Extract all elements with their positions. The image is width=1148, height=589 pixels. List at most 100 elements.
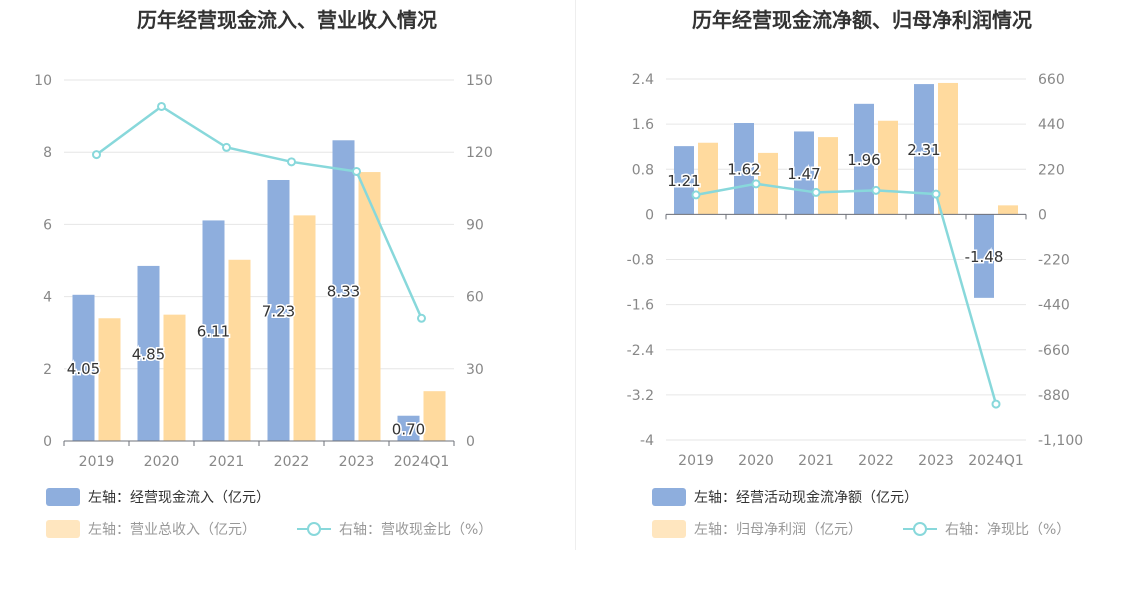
bar-secondary	[998, 205, 1018, 215]
y-tick-label-left: -1.6	[627, 298, 654, 314]
legend-swatch-bar-icon	[652, 520, 686, 538]
series-line	[695, 182, 998, 405]
bar-secondary	[698, 142, 718, 215]
y-tick-label-left: 10	[34, 73, 52, 89]
y-tick-label-right: 0	[1038, 207, 1047, 223]
x-tick-label: 2021	[209, 454, 245, 470]
bar-secondary	[228, 259, 251, 441]
line-point	[222, 142, 231, 152]
bar-secondary	[878, 120, 898, 215]
bar-primary	[854, 103, 874, 215]
y-tick-label-left: 0.8	[632, 162, 654, 178]
y-tick-label-left: -4	[640, 433, 654, 449]
bar-secondary	[293, 215, 316, 441]
x-tick-label: 2022	[274, 454, 310, 470]
y-tick-label-left: 8	[43, 145, 52, 161]
bar-primary	[72, 294, 95, 441]
y-tick-label-left: -2.4	[627, 343, 654, 359]
legend-item-series-1[interactable]: 左轴：归母净利润（亿元）	[652, 519, 862, 539]
line-point	[92, 150, 101, 160]
x-tick-label: 2020	[144, 454, 180, 470]
chart-panel-left: 历年经营现金流入、营业收入情况 0 2 4 6 8 10 0 30 60 90 120 150 2019…	[34, 8, 493, 539]
x-tick-label: 2021	[798, 453, 834, 469]
y-tick-label-left: 4	[43, 290, 52, 306]
x-tick-label: 2024Q1	[394, 454, 450, 470]
x-tick-label: 2022	[858, 453, 894, 469]
data-label: 6.11	[197, 323, 230, 341]
line-point	[352, 166, 361, 176]
bar-primary	[974, 214, 994, 298]
bar-primary	[734, 122, 754, 215]
line-point	[417, 313, 426, 323]
x-tick-label: 2019	[678, 453, 714, 469]
y-tick-label-right: 440	[1038, 117, 1065, 133]
bar-primary	[914, 84, 934, 215]
chart-title: 历年经营现金流入、营业收入情况	[137, 8, 437, 32]
data-label: 1.21	[667, 172, 700, 190]
bar-secondary	[358, 172, 381, 441]
y-tick-label-left: -0.8	[627, 253, 654, 269]
y-tick-label-left: 1.6	[632, 117, 654, 133]
legend-item-series-2[interactable]: 右轴：净现比（%）	[903, 519, 1070, 539]
y-tick-label-left: 2	[43, 362, 52, 378]
legend-item-series-0[interactable]: 左轴：经营活动现金流净额（亿元）	[652, 487, 918, 507]
y-tick-label-left: 2.4	[632, 72, 654, 88]
x-tick-label: 2023	[339, 454, 375, 470]
legend-item-series-2[interactable]: 右轴：营收现金比（%）	[297, 519, 492, 539]
data-label: 1.96	[847, 151, 880, 169]
line-point	[287, 157, 296, 167]
chart-plot-right: -4 -3.2 -2.4 -1.6 -0.8 0 0.8 1.6 2.4 -1,100 -880 -6…	[627, 72, 1083, 469]
bar-secondary	[758, 152, 778, 215]
y-tick-label-right: 220	[1038, 162, 1065, 178]
line-point	[157, 101, 166, 111]
y-tick-label-right: 0	[466, 434, 475, 450]
y-tick-label-left: 6	[43, 217, 52, 233]
bar-secondary	[98, 318, 121, 441]
legend-swatch-line-icon	[297, 520, 331, 538]
y-tick-label-right: 660	[1038, 72, 1065, 88]
data-label: 4.85	[132, 345, 165, 363]
bar-primary	[397, 415, 420, 441]
data-label: 7.23	[262, 302, 295, 320]
y-tick-label-right: 150	[466, 73, 493, 89]
legend-label: 左轴：营业总收入（亿元）	[88, 522, 256, 538]
bar-secondary	[423, 391, 446, 441]
line-point	[751, 179, 761, 189]
y-tick-label-right: 60	[466, 290, 484, 306]
data-label: 4.05	[67, 360, 100, 378]
legend-label: 右轴：净现比（%）	[945, 522, 1071, 538]
data-label: 8.33	[327, 283, 360, 301]
bar-primary	[332, 140, 355, 442]
line-point	[811, 187, 821, 197]
data-label: 0.70	[392, 420, 425, 438]
legend-label: 右轴：营收现金比（%）	[339, 522, 493, 538]
x-tick-label: 2020	[738, 453, 774, 469]
line-point	[991, 399, 1001, 409]
line-point	[931, 189, 941, 199]
y-tick-label-right: -440	[1038, 298, 1070, 314]
legend-swatch-bar-icon	[46, 488, 80, 506]
bar-primary	[674, 146, 694, 215]
legend-swatch-line-icon	[903, 520, 937, 538]
legend-item-series-1[interactable]: 左轴：营业总收入（亿元）	[46, 519, 256, 539]
y-tick-label-right: 90	[466, 217, 484, 233]
data-label: -1.48	[965, 248, 1004, 266]
panel-divider	[575, 0, 576, 550]
y-tick-label-right: -220	[1038, 253, 1070, 269]
bar-secondary	[818, 137, 838, 215]
data-label: 1.62	[727, 161, 760, 179]
y-tick-label-left: 0	[43, 434, 52, 450]
y-tick-label-right: -660	[1038, 343, 1070, 359]
x-tick-label: 2023	[918, 453, 954, 469]
bar-secondary	[938, 82, 958, 215]
line-point	[691, 190, 701, 200]
y-tick-label-left: -3.2	[627, 388, 654, 404]
legend-item-series-0[interactable]: 左轴：经营现金流入（亿元）	[46, 487, 270, 507]
legend-label: 左轴：归母净利润（亿元）	[694, 522, 862, 538]
data-label: 2.31	[907, 141, 940, 159]
y-tick-label-left: 0	[645, 207, 654, 223]
chart-plot-left: 0 2 4 6 8 10 0 30 60 90 120 150 2019 2020 2021 2022 2023…	[34, 73, 493, 470]
y-tick-label-right: -1,100	[1038, 433, 1083, 449]
legend-label: 左轴：经营活动现金流净额（亿元）	[694, 490, 918, 506]
series-line	[95, 104, 423, 319]
